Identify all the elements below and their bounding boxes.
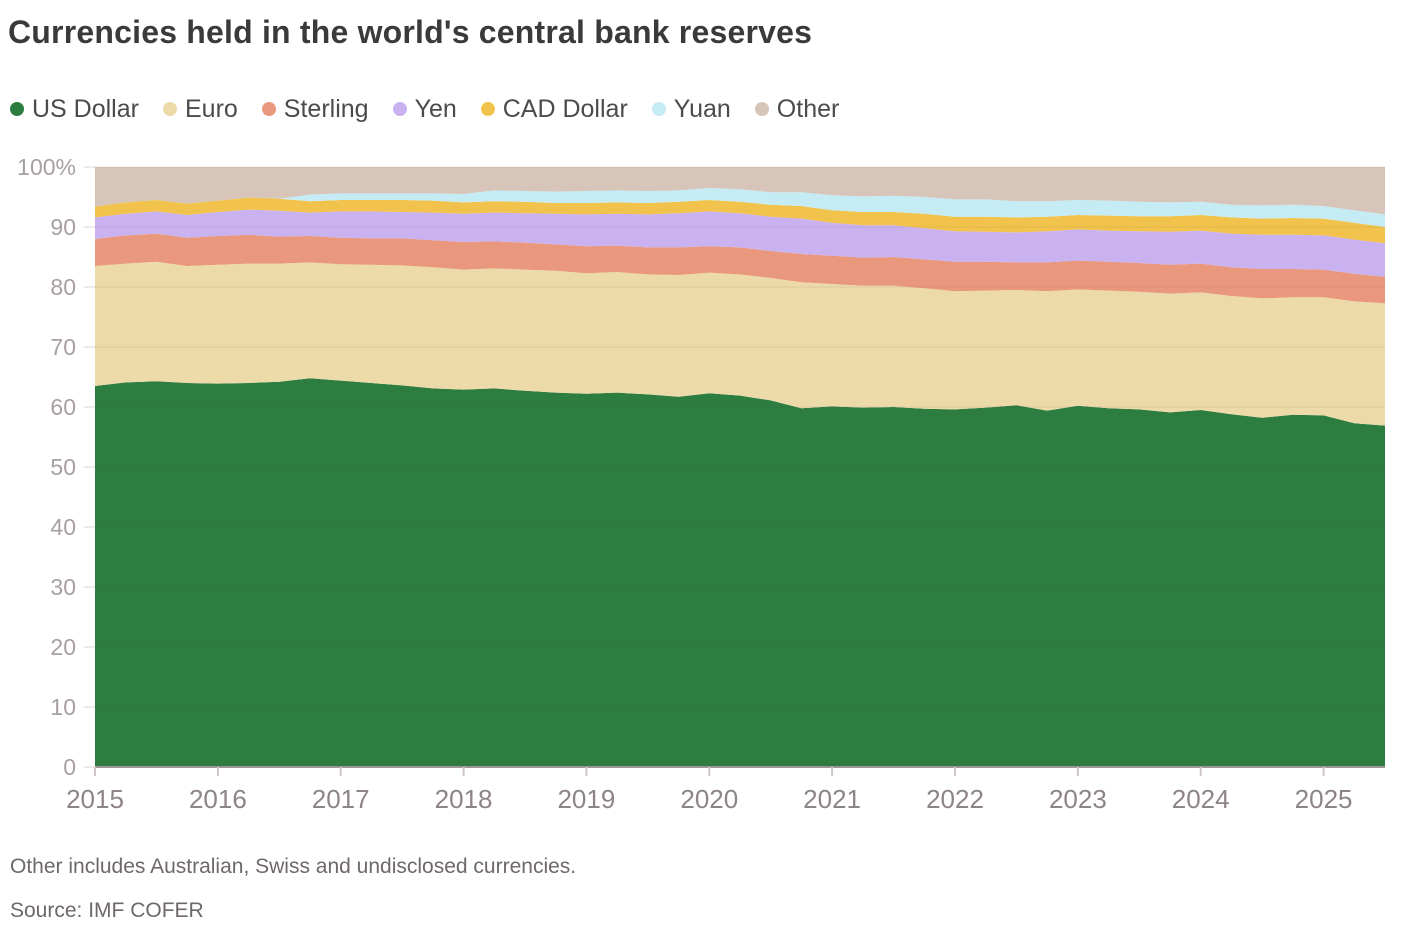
y-tick-label-30: 30 <box>50 574 76 600</box>
legend-label-sterling: Sterling <box>283 94 369 123</box>
legend-item-sterling: Sterling <box>261 94 369 124</box>
x-tick-label-2023: 2023 <box>1049 784 1107 814</box>
legend-item-euro: Euro <box>162 94 238 124</box>
chart-title: Currencies held in the world's central b… <box>8 14 813 50</box>
y-tick-label-40: 40 <box>50 514 76 540</box>
area-cad-dollar <box>95 197 1385 243</box>
x-tick-label-2025: 2025 <box>1295 784 1353 814</box>
stacked-area-chart: 0 10 20 30 40 50 60 70 80 90 100% 2015 2016 2017 2018 2… <box>17 155 1385 814</box>
legend-item-yen: Yen <box>392 94 457 124</box>
area-us-dollar <box>95 377 1385 767</box>
legend-swatch-other <box>754 102 769 117</box>
legend-swatch-yuan <box>651 102 666 117</box>
x-tick-label-2016: 2016 <box>189 784 247 814</box>
legend-label-other: Other <box>776 94 840 123</box>
x-tick-label-2024: 2024 <box>1172 784 1230 814</box>
y-tick-label-60: 60 <box>50 394 76 420</box>
legend-item-cad-dollar: CAD Dollar <box>480 94 628 124</box>
legend-label-yen: Yen <box>414 94 457 123</box>
chart-source: Source: IMF COFER <box>10 898 204 922</box>
legend-label-euro: Euro <box>184 94 238 123</box>
legend-label-us-dollar: US Dollar <box>32 94 139 123</box>
x-tick-label-2019: 2019 <box>557 784 615 814</box>
x-tick-label-2020: 2020 <box>680 784 738 814</box>
chart-footnote: Other includes Australian, Swiss and und… <box>10 854 577 878</box>
area-euro <box>95 261 1385 426</box>
x-tick-label-2018: 2018 <box>435 784 493 814</box>
legend-swatch-us-dollar <box>10 102 24 117</box>
legend-item-us-dollar: US Dollar <box>10 95 139 124</box>
area-other <box>95 166 1385 215</box>
area-yen <box>95 209 1385 277</box>
y-tick-label-0: 0 <box>63 754 76 780</box>
x-tick-label-2015: 2015 <box>66 784 124 814</box>
y-tick-label-90: 90 <box>50 214 76 240</box>
legend-swatch-euro <box>162 102 177 117</box>
y-tick-label-10: 10 <box>50 694 76 720</box>
legend-label-cad-dollar: CAD Dollar <box>502 94 628 123</box>
legend-item-yuan: Yuan <box>651 94 731 124</box>
y-tick-label-50: 50 <box>50 454 76 480</box>
x-tick-label-2022: 2022 <box>926 784 984 814</box>
chart-legend: US Dollar Euro Sterling Yen CAD Dollar Yuan Ot… <box>10 95 1420 124</box>
y-tick-label-20: 20 <box>50 634 76 660</box>
legend-item-other: Other <box>754 94 840 124</box>
legend-swatch-yen <box>392 102 407 117</box>
legend-swatch-cad-dollar <box>480 102 495 117</box>
y-tick-label-80: 80 <box>50 274 76 300</box>
x-tick-label-2017: 2017 <box>312 784 370 814</box>
area-yuan <box>95 187 1385 227</box>
y-tick-label-100: 100% <box>17 155 76 180</box>
x-tick-label-2021: 2021 <box>803 784 861 814</box>
legend-label-yuan: Yuan <box>673 94 731 123</box>
legend-swatch-sterling <box>261 102 276 117</box>
y-tick-label-70: 70 <box>50 334 76 360</box>
area-sterling <box>95 233 1385 303</box>
